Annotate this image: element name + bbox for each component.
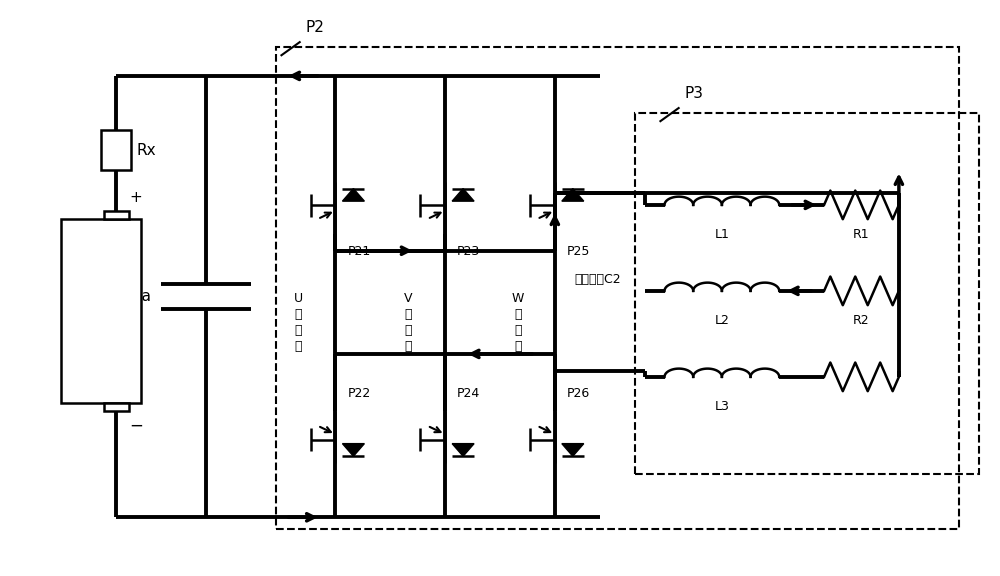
Polygon shape: [452, 444, 474, 456]
Text: P22: P22: [347, 386, 371, 400]
Polygon shape: [452, 188, 474, 201]
Text: 电
池
组
P1: 电 池 组 P1: [93, 267, 109, 331]
Text: W
相
桥
臂: W 相 桥 臂: [512, 292, 524, 353]
Text: P24: P24: [457, 386, 480, 400]
Text: +: +: [130, 190, 142, 205]
Text: P23: P23: [457, 245, 480, 258]
Text: R1: R1: [853, 228, 870, 241]
Text: L1: L1: [714, 228, 729, 241]
Text: U
相
桥
臂: U 相 桥 臂: [294, 292, 303, 353]
Bar: [276, 47, 959, 529]
Text: −: −: [129, 417, 143, 435]
Text: P2: P2: [306, 20, 324, 35]
Bar: [104, 403, 129, 411]
Text: L2: L2: [714, 314, 729, 327]
Bar: [104, 211, 129, 219]
Text: P3: P3: [684, 86, 703, 101]
Text: P25: P25: [567, 245, 590, 258]
Text: P21: P21: [347, 245, 371, 258]
Text: 充电回路C2: 充电回路C2: [575, 273, 621, 286]
Polygon shape: [562, 188, 584, 201]
Text: R2: R2: [853, 314, 870, 327]
Polygon shape: [562, 444, 584, 456]
Text: L3: L3: [714, 400, 729, 413]
Bar: [101, 130, 131, 170]
Text: V
相
桥
臂: V 相 桥 臂: [404, 292, 413, 353]
Text: P26: P26: [567, 386, 590, 400]
Polygon shape: [342, 444, 364, 456]
Text: Rx: Rx: [136, 143, 156, 158]
Polygon shape: [342, 188, 364, 201]
Bar: [635, 113, 979, 474]
Text: Ca: Ca: [131, 289, 151, 304]
Bar: [61, 219, 141, 403]
